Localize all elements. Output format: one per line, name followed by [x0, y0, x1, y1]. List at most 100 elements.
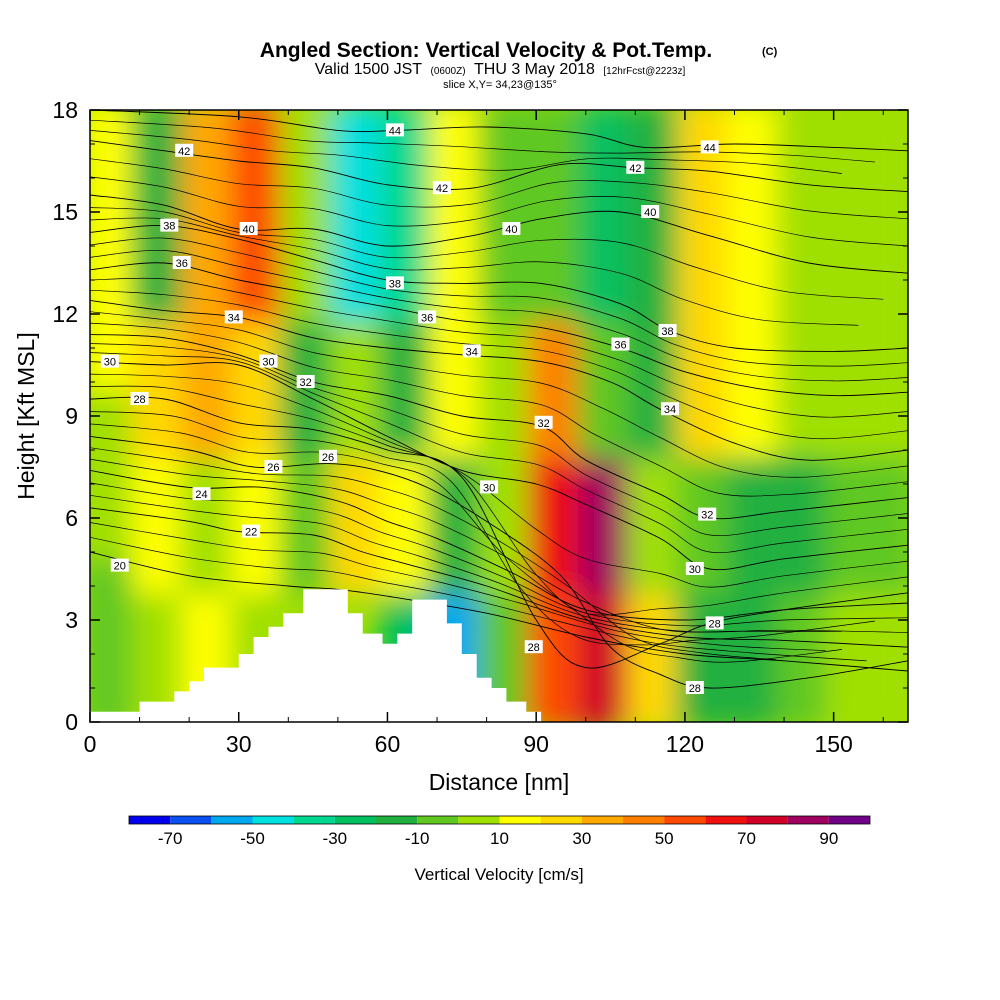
- theta-label-38: 38: [658, 324, 677, 338]
- theta-label-bg: [480, 480, 499, 494]
- theta-label-34: 34: [462, 344, 481, 358]
- theta-label-bg: [641, 205, 660, 218]
- colorbar-label: Vertical Velocity [cm/s]: [414, 865, 583, 884]
- theta-label-36: 36: [418, 310, 437, 324]
- theta-label-32: 32: [698, 507, 717, 522]
- colorbar-swatch: [540, 816, 582, 824]
- colorbar-tick-label: 90: [819, 829, 838, 848]
- theta-label-bg: [462, 344, 481, 358]
- theta-label-30: 30: [685, 562, 704, 576]
- theta-contour-minor: [90, 322, 908, 497]
- theta-label-text: 44: [389, 125, 401, 137]
- theta-contour-minor: [90, 385, 908, 616]
- theta-label-text: 22: [245, 527, 257, 539]
- theta-contour-minor: [90, 289, 908, 440]
- theta-label-text: 32: [537, 418, 549, 430]
- theta-label-28: 28: [685, 681, 704, 695]
- theta-label-bg: [318, 449, 337, 463]
- theta-contour-36: [90, 262, 908, 397]
- theta-label-text: 32: [701, 510, 713, 522]
- theta-contour-minor: [90, 130, 842, 174]
- x-tick-label: 120: [666, 731, 704, 757]
- velocity-cell: [825, 306, 908, 458]
- theta-label-bg: [698, 507, 717, 521]
- y-tick-label: 3: [65, 607, 78, 633]
- colorbar-swatch: [252, 816, 294, 824]
- theta-contour-minor: [90, 352, 908, 554]
- theta-label-38: 38: [160, 218, 179, 233]
- theta-label-text: 34: [466, 346, 478, 358]
- theta-label-bg: [160, 218, 179, 232]
- theta-label-bg: [172, 256, 191, 269]
- theta-label-bg: [534, 415, 553, 429]
- theta-label-bg: [524, 640, 543, 654]
- theta-label-bg: [385, 123, 404, 137]
- theta-contour-20: [90, 551, 908, 672]
- subtitle-forecast: [12hrFcst@2223z]: [603, 66, 685, 77]
- subtitle-valid: Valid 1500 JST: [315, 61, 423, 78]
- colorbar-swatch: [129, 816, 171, 824]
- theta-label-30: 30: [259, 354, 278, 369]
- theta-label-text: 26: [322, 452, 334, 464]
- y-tick-label: 0: [65, 709, 78, 735]
- subtitle-utc: (0600Z): [431, 66, 466, 77]
- theta-contour-32: [90, 333, 908, 520]
- theta-label-28: 28: [705, 616, 724, 630]
- theta-label-bg: [685, 562, 704, 575]
- colorbar-swatch: [581, 816, 623, 824]
- colorbar-swatch: [417, 816, 459, 824]
- theta-contour-minor: [90, 458, 842, 633]
- x-axis-label: Distance [nm]: [429, 769, 570, 795]
- slice-label: slice X,Y= 34,23@135°: [443, 79, 557, 91]
- y-tick-label: 18: [52, 97, 78, 123]
- colorbar-frame: [128, 815, 871, 825]
- terrain: [90, 589, 542, 722]
- theta-label-bg: [502, 222, 521, 235]
- theta-contours: [90, 110, 908, 689]
- theta-label-text: 26: [267, 462, 279, 474]
- y-axis-label: Height [Kft MSL]: [13, 332, 39, 499]
- theta-label-text: 42: [178, 146, 190, 158]
- theta-label-text: 42: [436, 183, 448, 195]
- theta-contour-minor: [90, 311, 908, 478]
- chart-title-mark: (C): [762, 46, 778, 58]
- theta-label-text: 40: [505, 224, 517, 236]
- colorbar-swatch: [787, 816, 829, 824]
- colorbar-tick-label: -30: [323, 829, 348, 848]
- theta-label-24: 24: [192, 487, 211, 501]
- colorbar-tick-label: 50: [655, 829, 674, 848]
- colorbar-tick-label: -50: [240, 829, 265, 848]
- theta-label-40: 40: [502, 222, 521, 236]
- theta-label-42: 42: [432, 181, 451, 195]
- theta-label-bg: [130, 392, 149, 405]
- theta-contour-minor: [90, 343, 908, 536]
- y-tick-label: 9: [65, 403, 78, 429]
- theta-label-40: 40: [641, 205, 660, 219]
- colorbar-swatch: [376, 816, 418, 824]
- theta-label-bg: [264, 460, 283, 473]
- y-tick-label: 15: [52, 199, 78, 225]
- colorbar: -70 -50 -30 -10 10 30 50 70 90: [128, 815, 871, 848]
- theta-label-30: 30: [480, 480, 499, 494]
- theta-label-text: 36: [176, 258, 188, 270]
- colorbar-swatch: [623, 816, 665, 824]
- theta-label-bg: [296, 375, 315, 388]
- theta-contour-minor: [90, 536, 867, 662]
- colorbar-tick-label: -70: [158, 829, 183, 848]
- theta-label-text: 28: [689, 683, 701, 695]
- theta-label-text: 44: [704, 142, 716, 154]
- theta-contour-44: [90, 110, 908, 152]
- colorbar-tick-label: -10: [405, 829, 430, 848]
- theta-label-bg: [685, 681, 704, 694]
- theta-label-text: 28: [528, 642, 540, 654]
- theta-label-text: 28: [133, 394, 145, 406]
- theta-label-42: 42: [175, 143, 194, 158]
- theta-contour-minor: [90, 411, 875, 646]
- x-tick-label: 30: [226, 731, 252, 757]
- subtitle-date: THU 3 May 2018: [474, 61, 595, 78]
- theta-label-text: 30: [483, 482, 495, 494]
- theta-contour-minor: [90, 158, 908, 220]
- theta-label-26: 26: [318, 449, 337, 464]
